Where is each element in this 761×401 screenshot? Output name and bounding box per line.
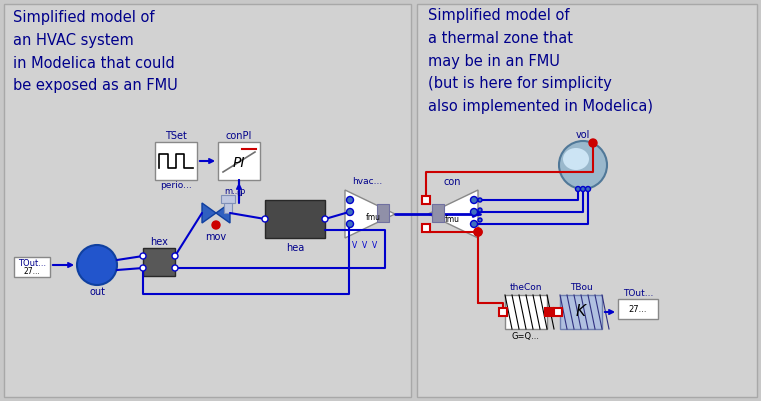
Bar xyxy=(545,308,553,316)
Text: TBou: TBou xyxy=(570,284,592,292)
Ellipse shape xyxy=(346,209,354,215)
Polygon shape xyxy=(345,190,395,238)
Ellipse shape xyxy=(322,216,328,222)
Ellipse shape xyxy=(478,198,482,202)
Bar xyxy=(499,308,507,316)
Ellipse shape xyxy=(172,253,178,259)
Bar xyxy=(143,248,175,276)
Bar xyxy=(618,299,658,319)
Ellipse shape xyxy=(585,186,591,192)
Ellipse shape xyxy=(559,141,607,189)
Polygon shape xyxy=(202,203,216,223)
Bar xyxy=(505,295,547,329)
Text: con: con xyxy=(443,177,460,187)
Text: conPI: conPI xyxy=(226,131,252,141)
Ellipse shape xyxy=(262,216,268,222)
Bar xyxy=(218,142,260,180)
Text: fmu: fmu xyxy=(365,213,380,223)
Text: m...p: m...p xyxy=(224,186,245,196)
Bar xyxy=(14,257,50,277)
Bar xyxy=(560,295,602,329)
Text: Simplified model of
a thermal zone that
may be in an FMU
(but is here for simpli: Simplified model of a thermal zone that … xyxy=(428,8,653,114)
Text: G=Q...: G=Q... xyxy=(512,332,540,340)
Text: out: out xyxy=(89,287,105,297)
Ellipse shape xyxy=(581,186,585,192)
Ellipse shape xyxy=(172,265,178,271)
Text: vol: vol xyxy=(576,130,591,140)
Ellipse shape xyxy=(474,228,482,236)
Ellipse shape xyxy=(478,208,482,212)
Ellipse shape xyxy=(346,196,354,203)
Text: theCon: theCon xyxy=(510,284,543,292)
Text: u: u xyxy=(236,188,242,198)
Text: TSet: TSet xyxy=(165,131,187,141)
Ellipse shape xyxy=(140,253,146,259)
Text: K: K xyxy=(576,304,586,320)
Text: hex: hex xyxy=(150,237,168,247)
Text: 27...: 27... xyxy=(629,304,648,314)
Ellipse shape xyxy=(478,218,482,222)
Text: hea: hea xyxy=(286,243,304,253)
Text: TOut...: TOut... xyxy=(622,290,653,298)
Bar xyxy=(422,196,430,204)
Text: PI: PI xyxy=(233,156,245,170)
Ellipse shape xyxy=(140,265,146,271)
Polygon shape xyxy=(216,203,230,223)
Ellipse shape xyxy=(77,245,117,285)
Bar xyxy=(377,204,389,222)
Ellipse shape xyxy=(563,148,589,170)
Ellipse shape xyxy=(470,209,477,215)
Bar xyxy=(155,142,197,180)
Ellipse shape xyxy=(474,228,482,236)
Text: perio...: perio... xyxy=(160,182,192,190)
Text: V  V  V: V V V xyxy=(352,241,377,249)
Ellipse shape xyxy=(575,186,581,192)
Bar xyxy=(4,4,411,397)
Bar xyxy=(422,224,430,232)
Ellipse shape xyxy=(212,221,220,229)
Ellipse shape xyxy=(545,308,553,316)
Text: Simplified model of
an HVAC system
in Modelica that could
be exposed as an FMU: Simplified model of an HVAC system in Mo… xyxy=(13,10,178,93)
Ellipse shape xyxy=(470,196,477,203)
Text: TOut...: TOut... xyxy=(18,259,46,267)
Bar xyxy=(554,308,562,316)
Bar xyxy=(432,204,444,222)
Text: mov: mov xyxy=(205,232,227,242)
Text: hvac...: hvac... xyxy=(352,178,382,186)
Ellipse shape xyxy=(346,221,354,227)
Polygon shape xyxy=(428,190,478,238)
Bar xyxy=(221,195,235,203)
Ellipse shape xyxy=(470,221,477,227)
Text: 27...: 27... xyxy=(24,267,40,275)
Bar xyxy=(224,203,232,213)
Bar xyxy=(417,4,757,397)
Ellipse shape xyxy=(589,139,597,147)
Text: fmu: fmu xyxy=(444,215,460,225)
Bar xyxy=(265,200,325,238)
